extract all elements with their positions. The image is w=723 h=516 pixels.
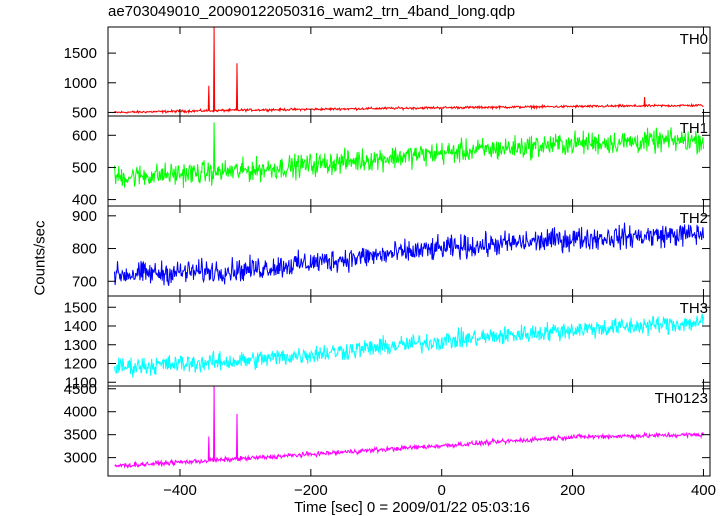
y-tick-label-th1: 600 [72, 127, 97, 144]
x-tick-label: −200 [294, 482, 328, 499]
x-tick-label: −400 [163, 482, 197, 499]
panel-label-th2: TH2 [680, 210, 708, 227]
series-th0-line [114, 26, 704, 115]
chart-title: ae703049010_20090122050316_wam2_trn_4ban… [108, 3, 516, 20]
panel-label-th1: TH1 [680, 120, 708, 137]
y-tick-label-th3: 1200 [64, 356, 97, 373]
y-tick-label-th1: 500 [72, 159, 97, 176]
y-tick-label-th0: 500 [72, 104, 97, 121]
panel-th0-frame [107, 26, 711, 117]
y-tick-label-th3: 1300 [64, 337, 97, 354]
x-tick-label: 0 [438, 482, 446, 499]
y-tick-label-th0: 1000 [64, 75, 97, 92]
x-tick-label: 200 [560, 482, 585, 499]
panel-th0123-frame [107, 385, 711, 477]
x-axis-label: Time [sec] 0 = 2009/01/22 05:03:16 [294, 499, 530, 516]
y-tick-label-th1: 400 [72, 192, 97, 209]
series-th0123-line [114, 385, 704, 469]
panel-label-th3: TH3 [680, 300, 708, 317]
y-tick-label-th0123: 3500 [64, 427, 97, 444]
series-th1-line [114, 122, 704, 188]
y-tick-label-th0123: 4500 [64, 381, 97, 398]
y-tick-label-th0123: 3000 [64, 450, 97, 467]
x-tick-label: 400 [691, 482, 716, 499]
y-tick-label-th2: 900 [72, 208, 97, 225]
y-tick-label-th0: 1500 [64, 45, 97, 62]
y-tick-label-th3: 1100 [65, 374, 97, 391]
y-tick-label-th2: 700 [72, 273, 97, 290]
y-tick-label-th3: 1500 [64, 299, 97, 316]
series-th3-line [114, 313, 704, 378]
panel-label-th0123: TH0123 [655, 390, 708, 407]
y-tick-label-th3: 1400 [64, 318, 97, 335]
y-tick-label-th0123: 4000 [64, 404, 97, 421]
y-tick-label-th2: 800 [72, 241, 97, 258]
series-th2-line [114, 222, 704, 286]
panel-label-th0: TH0 [680, 31, 708, 48]
